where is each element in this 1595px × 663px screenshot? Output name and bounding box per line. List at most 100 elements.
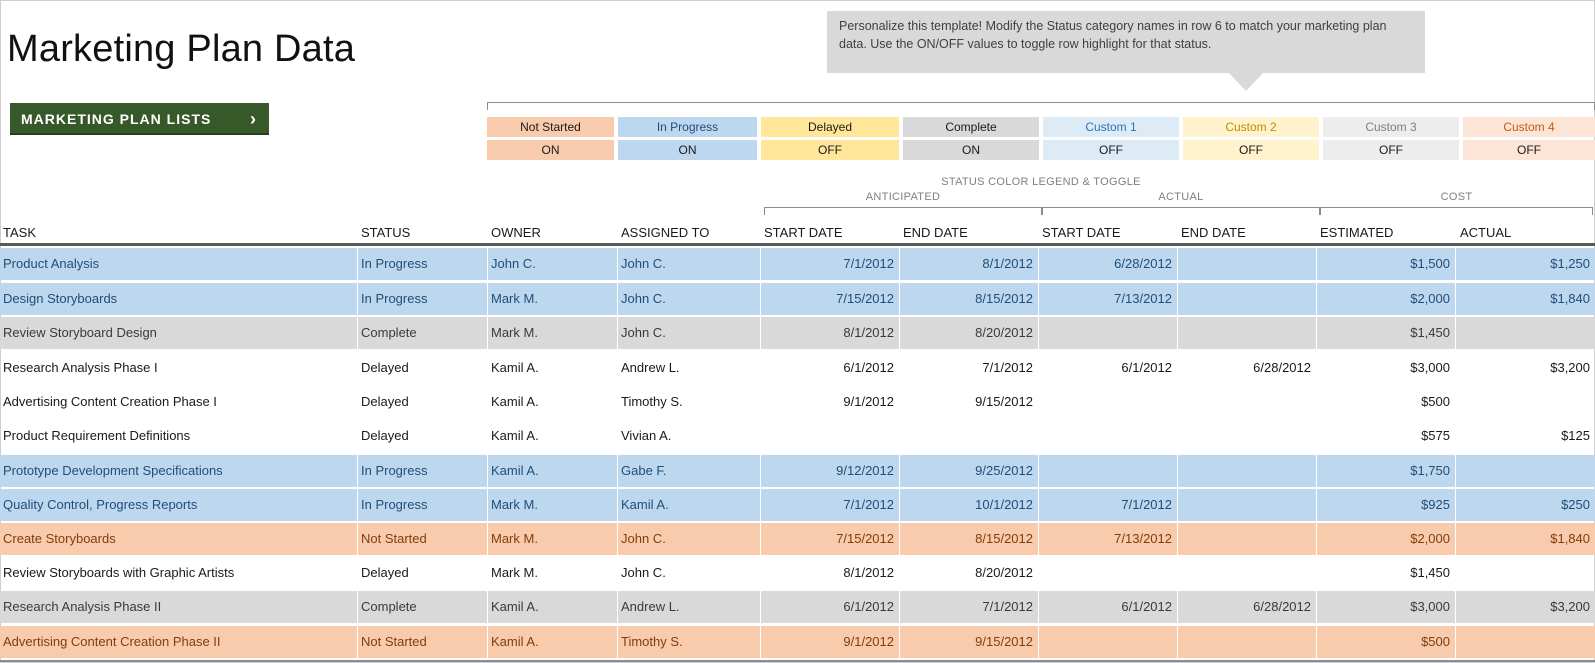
legend-status-6[interactable]: Custom 2: [1183, 117, 1319, 137]
cell-owner[interactable]: Mark M.: [488, 317, 617, 349]
cell-act-start[interactable]: 6/1/2012: [1121, 360, 1172, 375]
cell-cost-act[interactable]: [1456, 386, 1595, 418]
cell-ant-end[interactable]: 8/20/2012: [975, 565, 1033, 580]
cell-assigned-to[interactable]: Andrew L.: [621, 360, 680, 375]
table-row[interactable]: Advertising Content Creation Phase I Dela…: [0, 386, 1595, 418]
cell-task[interactable]: Create Storyboards: [0, 523, 357, 555]
cell-owner[interactable]: Mark M.: [491, 565, 538, 580]
cell-act-end[interactable]: [1178, 283, 1316, 315]
cell-ant-end[interactable]: 8/15/2012: [900, 523, 1038, 555]
cell-task[interactable]: Product Requirement Definitions: [3, 428, 191, 443]
cell-act-start[interactable]: 6/1/2012: [1039, 591, 1177, 623]
cell-ant-start[interactable]: 7/15/2012: [761, 523, 899, 555]
cell-act-start[interactable]: [1039, 386, 1177, 418]
cell-owner[interactable]: John C.: [488, 248, 617, 280]
cell-cost-est[interactable]: $1,750: [1317, 455, 1455, 487]
cell-cost-est[interactable]: $500: [1421, 394, 1450, 409]
cell-ant-end[interactable]: 9/15/2012: [900, 626, 1038, 658]
cell-ant-start[interactable]: 8/1/2012: [761, 317, 899, 349]
cell-task[interactable]: Research Analysis Phase I: [3, 360, 158, 375]
cell-act-end[interactable]: [1178, 523, 1316, 555]
cell-act-start[interactable]: 6/28/2012: [1039, 248, 1177, 280]
cell-task[interactable]: Advertising Content Creation Phase I: [3, 394, 217, 409]
cell-act-end[interactable]: 6/28/2012: [1253, 360, 1311, 375]
cell-ant-end[interactable]: 8/20/2012: [900, 317, 1038, 349]
cell-ant-end[interactable]: 8/15/2012: [900, 283, 1038, 315]
cell-status[interactable]: Complete: [358, 591, 487, 623]
col-header-cost-estimated[interactable]: ESTIMATED: [1320, 225, 1394, 240]
cell-task[interactable]: Quality Control, Progress Reports: [0, 489, 357, 521]
legend-status-8[interactable]: Custom 4: [1463, 117, 1595, 137]
legend-status-1[interactable]: Not Started: [487, 117, 614, 137]
legend-toggle-1[interactable]: ON: [487, 140, 614, 160]
legend-status-4[interactable]: Complete: [903, 117, 1039, 137]
col-header-actual-start[interactable]: START DATE: [1042, 225, 1121, 240]
cell-act-start[interactable]: 7/1/2012: [1039, 489, 1177, 521]
legend-toggle-5[interactable]: OFF: [1043, 140, 1179, 160]
cell-task[interactable]: Product Analysis: [0, 248, 357, 280]
cell-ant-end[interactable]: 7/1/2012: [900, 591, 1038, 623]
legend-toggle-6[interactable]: OFF: [1183, 140, 1319, 160]
cell-cost-act[interactable]: $1,840: [1456, 523, 1595, 555]
cell-cost-act[interactable]: $1,840: [1456, 283, 1595, 315]
cell-task[interactable]: Advertising Content Creation Phase II: [0, 626, 357, 658]
cell-ant-start[interactable]: 6/1/2012: [843, 360, 894, 375]
cell-status[interactable]: Delayed: [361, 360, 409, 375]
table-row[interactable]: Research Analysis Phase I Delayed Kamil A.…: [0, 352, 1595, 384]
cell-cost-est[interactable]: $3,000: [1410, 360, 1450, 375]
cell-ant-start[interactable]: 7/1/2012: [761, 248, 899, 280]
cell-owner[interactable]: Mark M.: [488, 283, 617, 315]
cell-owner[interactable]: Kamil A.: [491, 394, 539, 409]
cell-act-start[interactable]: [1039, 626, 1177, 658]
cell-act-end[interactable]: [1178, 455, 1316, 487]
cell-task[interactable]: Review Storyboards with Graphic Artists: [3, 565, 235, 580]
cell-cost-act[interactable]: $250: [1456, 489, 1595, 521]
col-header-anticipated-start[interactable]: START DATE: [764, 225, 843, 240]
cell-ant-start[interactable]: 7/1/2012: [761, 489, 899, 521]
cell-ant-end[interactable]: 7/1/2012: [982, 360, 1033, 375]
col-header-task[interactable]: TASK: [3, 225, 36, 240]
cell-ant-end[interactable]: [900, 420, 1038, 452]
table-row[interactable]: Quality Control, Progress Reports In Prog…: [0, 489, 1595, 521]
cell-act-start[interactable]: [1039, 455, 1177, 487]
col-header-status[interactable]: STATUS: [361, 225, 411, 240]
cell-status[interactable]: In Progress: [358, 283, 487, 315]
cell-cost-act[interactable]: [1456, 455, 1595, 487]
cell-assigned-to[interactable]: Andrew L.: [618, 591, 760, 623]
cell-ant-start[interactable]: 6/1/2012: [761, 591, 899, 623]
legend-status-3[interactable]: Delayed: [761, 117, 899, 137]
cell-owner[interactable]: Kamil A.: [491, 428, 539, 443]
cell-act-end[interactable]: [1178, 489, 1316, 521]
legend-status-5[interactable]: Custom 1: [1043, 117, 1179, 137]
cell-task[interactable]: Review Storyboard Design: [0, 317, 357, 349]
legend-status-2[interactable]: In Progress: [618, 117, 757, 137]
table-row[interactable]: Advertising Content Creation Phase II Not…: [0, 626, 1595, 658]
cell-act-start[interactable]: [1039, 420, 1177, 452]
cell-cost-est[interactable]: $1,450: [1317, 317, 1455, 349]
cell-ant-end[interactable]: 8/1/2012: [900, 248, 1038, 280]
cell-cost-act[interactable]: [1456, 626, 1595, 658]
cell-cost-est[interactable]: $2,000: [1317, 283, 1455, 315]
cell-cost-est[interactable]: $925: [1317, 489, 1455, 521]
cell-status[interactable]: In Progress: [358, 489, 487, 521]
legend-toggle-2[interactable]: ON: [618, 140, 757, 160]
cell-status[interactable]: In Progress: [358, 455, 487, 487]
cell-assigned-to[interactable]: Timothy S.: [621, 394, 683, 409]
cell-cost-act[interactable]: [1456, 557, 1595, 589]
table-row[interactable]: Product Analysis In Progress John C. John C…: [0, 248, 1595, 280]
cell-ant-start[interactable]: [761, 420, 899, 452]
cell-act-end[interactable]: [1178, 420, 1316, 452]
cell-owner[interactable]: Mark M.: [488, 489, 617, 521]
col-header-anticipated-end[interactable]: END DATE: [903, 225, 968, 240]
legend-status-7[interactable]: Custom 3: [1323, 117, 1459, 137]
cell-ant-end[interactable]: 10/1/2012: [900, 489, 1038, 521]
cell-ant-start[interactable]: 8/1/2012: [843, 565, 894, 580]
cell-cost-est[interactable]: $1,450: [1410, 565, 1450, 580]
cell-cost-act[interactable]: $125: [1561, 428, 1590, 443]
cell-ant-start[interactable]: 9/12/2012: [761, 455, 899, 487]
cell-act-end[interactable]: [1178, 626, 1316, 658]
cell-cost-est[interactable]: $575: [1421, 428, 1450, 443]
cell-act-end[interactable]: [1178, 317, 1316, 349]
cell-cost-est[interactable]: $3,000: [1317, 591, 1455, 623]
cell-assigned-to[interactable]: John C.: [618, 317, 760, 349]
